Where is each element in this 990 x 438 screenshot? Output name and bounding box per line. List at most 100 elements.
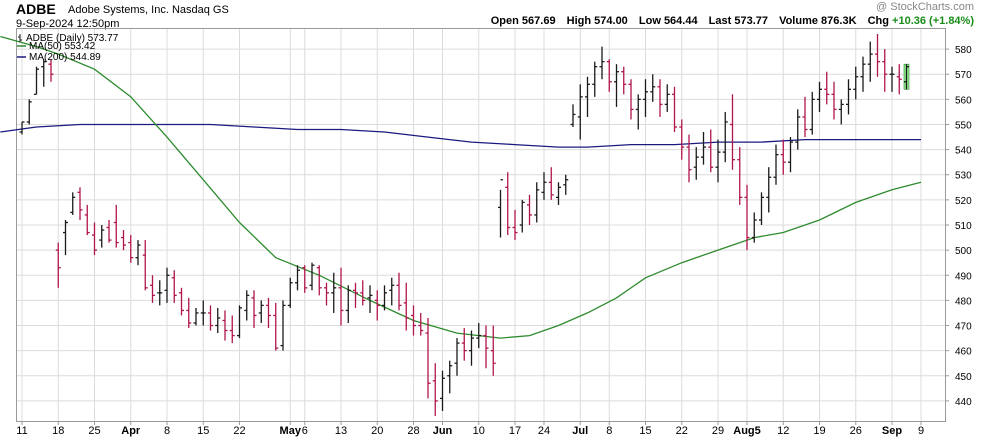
ohlc-bar (541, 172, 547, 200)
ohlc-bars-layer (19, 34, 910, 416)
ohlc-bar (635, 94, 641, 130)
ohlc-bar (896, 64, 902, 95)
ohlc-bar (150, 275, 155, 303)
ma50-layer (0, 35, 922, 339)
ohlc-bar (70, 192, 76, 215)
ohlc-bar (84, 204, 90, 236)
ohlc-bar (672, 86, 677, 133)
ohlc-bar (171, 270, 177, 303)
exchange-label: Nasdaq GS (171, 4, 229, 16)
ohlc-bar (309, 262, 315, 291)
ohlc-bar (498, 179, 503, 238)
ohlc-bar (773, 144, 779, 185)
last-value: 573.77 (734, 15, 768, 27)
ohlc-bar (599, 46, 605, 80)
stockcharts-watermark: @ StockCharts.com (876, 1, 974, 13)
ohlc-bar (889, 66, 895, 92)
x-tick-label: 8 (164, 425, 170, 437)
x-tick-label: 15 (639, 425, 651, 437)
x-tick-label: Jun (433, 425, 453, 437)
ohlc-bar (548, 167, 554, 200)
ohlc-bar (338, 267, 344, 326)
change-value: +10.36 (+1.84%) (892, 15, 974, 27)
y-tick-label: 530 (955, 171, 972, 182)
ohlc-bar (715, 139, 721, 183)
axis-layer: 440 450 460 470 480 490 500 510 520 530 540 550 560 5… (16, 45, 972, 437)
x-tick-label: 29 (712, 425, 724, 437)
x-tick-label: 11 (16, 425, 27, 437)
x-tick-label: Sep (882, 425, 902, 437)
ohlc-bar (708, 129, 714, 173)
ohlc-bar (447, 360, 453, 394)
ohlc-bar (853, 66, 859, 100)
last-label: Last (708, 15, 732, 27)
ohlc-bar (63, 219, 68, 256)
volume-value: 876.3K (821, 15, 857, 27)
y-tick-label: 490 (955, 271, 972, 282)
ohlc-bar (244, 290, 250, 321)
ohlc-bar (505, 172, 511, 236)
ohlc-bar (258, 300, 264, 323)
x-tick-label: 17 (509, 425, 521, 437)
ohlc-bar (454, 338, 460, 376)
y-tick-label: 440 (955, 397, 972, 408)
ohlc-bar (287, 277, 293, 308)
ohlc-bar (193, 307, 199, 326)
ohlc-bar (389, 277, 395, 306)
ohlc-bar (650, 74, 656, 102)
quote-summary: Open 567.69 High 574.00 Low 564.44 Last … (491, 15, 974, 27)
ohlc-bar (432, 363, 438, 416)
company-name: Adobe Systems, Inc. Nasdaq GS (68, 4, 229, 16)
ohlc-bar (99, 225, 105, 248)
x-tick-label: 18 (52, 425, 64, 437)
ohlc-bar (483, 325, 489, 369)
ohlc-bar (425, 317, 431, 399)
x-tick-label: 9 (918, 425, 924, 437)
x-tick-label: 15 (197, 425, 209, 437)
ohlc-bar (795, 109, 801, 150)
ohlc-bar (237, 305, 242, 339)
ohlc-bar (135, 240, 141, 266)
x-tick-label: 26 (850, 425, 862, 437)
ohlc-bar (316, 265, 322, 296)
ohlc-bar (324, 282, 329, 306)
ohlc-bar (759, 192, 764, 225)
x-tick-label: 10 (473, 425, 485, 437)
ohlc-bar (360, 280, 366, 306)
x-tick-label: 8 (606, 425, 612, 437)
ohlc-legend-icon (18, 34, 22, 42)
ohlc-bar (142, 240, 148, 291)
y-tick-label: 500 (955, 246, 972, 257)
legend-ma50-item: MA(50) 553.42 (17, 41, 96, 52)
ohlc-bar (374, 290, 380, 321)
ohlc-bar (55, 242, 61, 288)
x-tick-label: 25 (88, 425, 100, 437)
ohlc-bar (179, 287, 184, 316)
y-tick-label: 580 (955, 45, 972, 56)
ohlc-bar (128, 235, 134, 263)
ohlc-bar (295, 265, 300, 291)
ohlc-bar (461, 328, 467, 361)
ohlc-bar (534, 182, 540, 223)
ohlc-bar (628, 79, 634, 120)
low-label: Low (638, 15, 661, 27)
ohlc-bar (817, 81, 822, 112)
x-tick-label: 19 (813, 425, 825, 437)
ohlc-bar (490, 325, 496, 376)
ohlc-bar (802, 96, 808, 138)
y-tick-label: 550 (955, 120, 972, 131)
x-tick-label: 24 (538, 425, 550, 437)
ohlc-bar (418, 312, 424, 336)
ohlc-bar (730, 94, 735, 170)
ohlc-bar (26, 99, 32, 125)
ohlc-bar (592, 61, 598, 97)
ohlc-bar (34, 66, 39, 95)
ohlc-bar (527, 194, 532, 225)
x-tick-label: Aug5 (733, 425, 761, 437)
ohlc-bar (164, 267, 170, 303)
ohlc-bar (512, 209, 518, 241)
ohlc-bar (396, 272, 402, 311)
x-tick-label: 20 (371, 425, 383, 437)
ohlc-bar (302, 265, 308, 293)
